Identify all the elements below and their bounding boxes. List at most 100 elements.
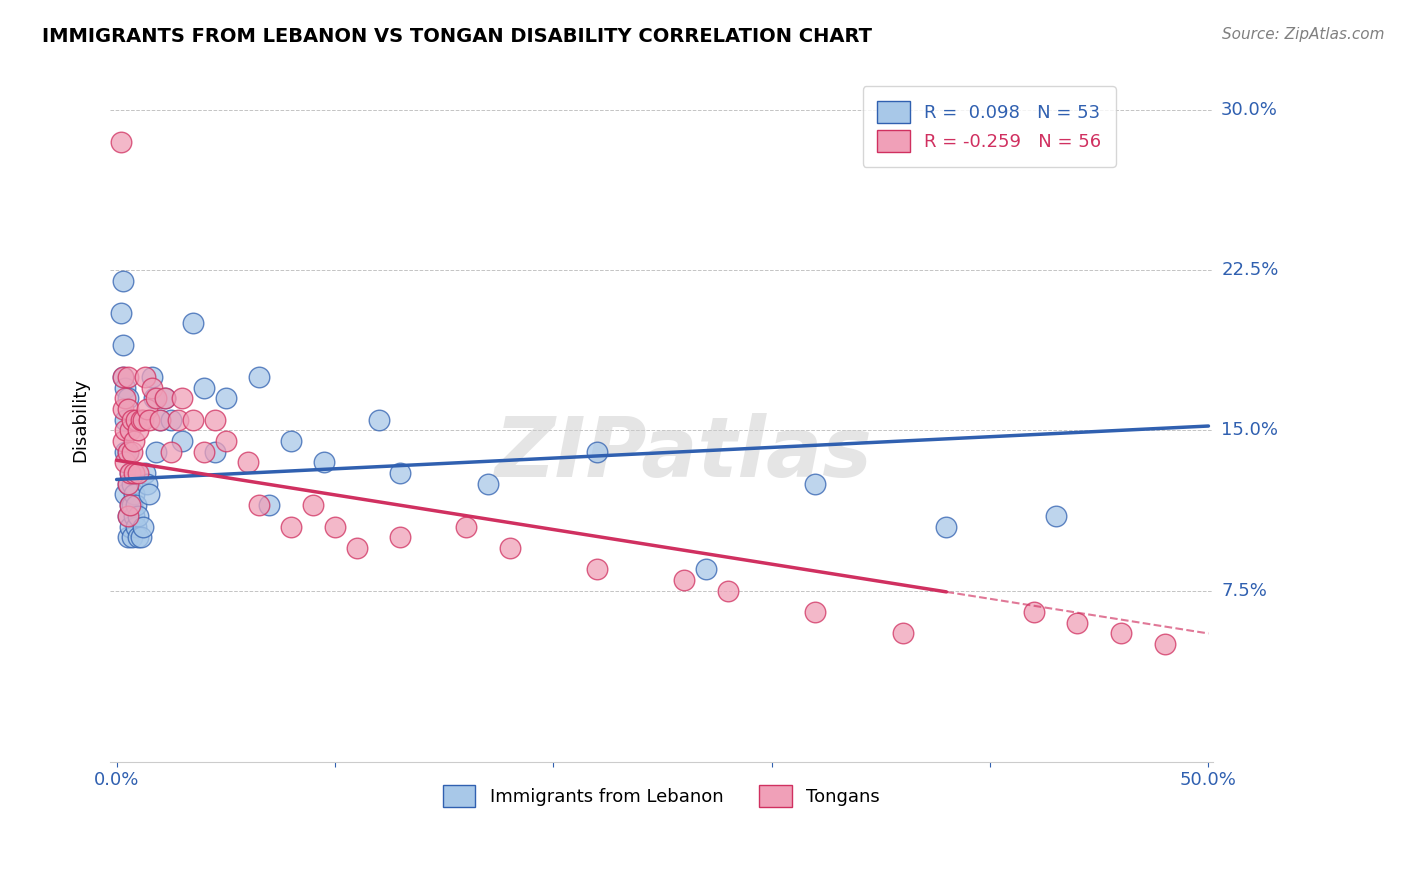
Point: [122, 434, 145, 448]
Point: [454, 519, 477, 533]
Point: [112, 274, 135, 288]
Point: [118, 466, 141, 480]
Point: [215, 434, 238, 448]
Point: [160, 444, 183, 458]
Point: [122, 508, 145, 523]
Point: [121, 530, 143, 544]
Legend: Immigrants from Lebanon, Tongans: Immigrants from Lebanon, Tongans: [436, 778, 887, 814]
Point: [138, 412, 160, 426]
Point: [153, 391, 176, 405]
Point: [118, 498, 141, 512]
Point: [1066, 615, 1088, 630]
Point: [136, 401, 159, 416]
Point: [145, 391, 167, 405]
Point: [132, 412, 155, 426]
Point: [114, 423, 136, 437]
Point: [1109, 626, 1132, 640]
Point: [127, 423, 149, 437]
Text: IMMIGRANTS FROM LEBANON VS TONGAN DISABILITY CORRELATION CHART: IMMIGRANTS FROM LEBANON VS TONGAN DISABI…: [42, 27, 872, 45]
Point: [112, 369, 135, 384]
Point: [586, 562, 609, 576]
Point: [804, 476, 827, 491]
Point: [172, 391, 194, 405]
Point: [127, 508, 149, 523]
Point: [114, 455, 136, 469]
Point: [149, 412, 172, 426]
Text: 7.5%: 7.5%: [1222, 582, 1267, 599]
Text: 15.0%: 15.0%: [1222, 421, 1278, 439]
Point: [153, 391, 176, 405]
Point: [134, 466, 156, 480]
Point: [138, 487, 160, 501]
Point: [122, 487, 145, 501]
Point: [129, 412, 152, 426]
Point: [134, 369, 156, 384]
Text: ZIPatlas: ZIPatlas: [495, 413, 873, 494]
Point: [122, 466, 145, 480]
Point: [280, 519, 302, 533]
Point: [259, 498, 281, 512]
Text: 30.0%: 30.0%: [1222, 101, 1278, 119]
Point: [110, 306, 132, 320]
Point: [247, 369, 270, 384]
Point: [117, 476, 139, 491]
Point: [118, 423, 141, 437]
Point: [117, 444, 139, 458]
Point: [160, 412, 183, 426]
Text: 22.5%: 22.5%: [1222, 260, 1278, 279]
Point: [804, 605, 827, 619]
Point: [215, 391, 238, 405]
Point: [114, 444, 136, 458]
Point: [112, 401, 135, 416]
Point: [121, 476, 143, 491]
Point: [346, 541, 368, 555]
Point: [149, 412, 172, 426]
Point: [114, 487, 136, 501]
Point: [181, 412, 204, 426]
Point: [125, 519, 148, 533]
Point: [166, 412, 188, 426]
Point: [121, 444, 143, 458]
Point: [114, 391, 136, 405]
Point: [141, 369, 163, 384]
Point: [129, 530, 152, 544]
Point: [118, 466, 141, 480]
Point: [118, 519, 141, 533]
Point: [117, 369, 139, 384]
Point: [193, 444, 215, 458]
Point: [117, 508, 139, 523]
Point: [127, 530, 149, 544]
Point: [193, 380, 215, 394]
Point: [114, 412, 136, 426]
Point: [181, 317, 204, 331]
Point: [121, 498, 143, 512]
Point: [717, 583, 740, 598]
Point: [280, 434, 302, 448]
Point: [112, 369, 135, 384]
Point: [204, 444, 226, 458]
Point: [477, 476, 499, 491]
Point: [389, 466, 412, 480]
Point: [112, 434, 135, 448]
Point: [117, 391, 139, 405]
Point: [1153, 637, 1175, 651]
Point: [302, 498, 325, 512]
Point: [114, 380, 136, 394]
Point: [145, 444, 167, 458]
Point: [236, 455, 259, 469]
Point: [323, 519, 346, 533]
Point: [367, 412, 389, 426]
Point: [121, 412, 143, 426]
Point: [141, 380, 163, 394]
Point: [117, 444, 139, 458]
Point: [118, 498, 141, 512]
Point: [673, 573, 696, 587]
Point: [125, 498, 148, 512]
Point: [499, 541, 522, 555]
Point: [117, 476, 139, 491]
Point: [695, 562, 717, 576]
Point: [117, 401, 139, 416]
Point: [127, 466, 149, 480]
Point: [204, 412, 226, 426]
Text: Source: ZipAtlas.com: Source: ZipAtlas.com: [1222, 27, 1385, 42]
